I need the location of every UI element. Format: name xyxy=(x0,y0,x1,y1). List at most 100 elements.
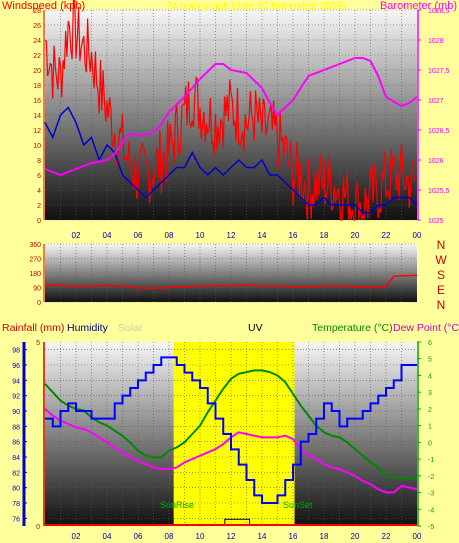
temperature-tick-label: -1 xyxy=(428,457,434,464)
windspeed-line xyxy=(44,0,416,221)
x-tick-label: 12 xyxy=(227,532,236,541)
x-tick-label: 10 xyxy=(196,231,205,240)
windspeed-tick-label: 16 xyxy=(33,98,41,105)
x-tick-label: 04 xyxy=(103,532,112,541)
direction-series xyxy=(44,274,418,290)
climate-panel-grid xyxy=(45,342,417,526)
direction-panel-grid xyxy=(45,243,417,303)
direction-tick-label: 270 xyxy=(29,257,41,264)
compass-label: S xyxy=(437,268,445,282)
x-tick-label: 00 xyxy=(413,231,422,240)
temperature-tick-label: 0 xyxy=(428,440,432,447)
temperature-line xyxy=(44,369,418,481)
windspeed-tick-label: 20 xyxy=(33,68,41,75)
daylight-rect xyxy=(173,342,295,526)
humidity-tick-label: 88 xyxy=(12,424,20,431)
temperature-tick-label: 6 xyxy=(428,340,432,347)
x-tick-label: 20 xyxy=(351,532,360,541)
humidity-tick-label: 76 xyxy=(12,516,20,523)
barometer-tick-label: 1028 xyxy=(428,38,444,45)
temperature-tick-label: -5 xyxy=(428,524,434,531)
temperature-tick-label: 3 xyxy=(428,390,432,397)
direction-tick-label: 90 xyxy=(33,286,41,293)
x-tick-label: 14 xyxy=(258,532,267,541)
humidity-axis: 76 78 80 82 84 86 88 90 92 94 96 98 xyxy=(12,342,27,526)
windspeed-tick-label: 0 xyxy=(37,218,41,225)
barometer-tick-label: 1025,5 xyxy=(428,188,450,195)
temperature-tick-label: 4 xyxy=(428,373,432,380)
barometer-tick-label: 1028,5 xyxy=(428,8,450,15)
wind-direction-line xyxy=(44,274,418,290)
x-tick-label: 22 xyxy=(382,231,391,240)
windspeed-tick-label: 14 xyxy=(33,113,41,120)
barometer-line xyxy=(44,57,418,177)
sunrise-label: SunRise xyxy=(160,500,194,510)
climate-x-axis: 02 04 06 08 10 12 14 16 18 20 22 00 xyxy=(72,532,422,541)
humidity-tick-label: 98 xyxy=(12,348,20,355)
windspeed-tick-label: 24 xyxy=(33,38,41,45)
x-tick-label: 02 xyxy=(72,231,81,240)
humidity-tick-label: 96 xyxy=(12,363,20,370)
rainfall-baseline xyxy=(45,524,417,526)
windspeed-tick-label: 12 xyxy=(33,128,41,135)
humidity-tick-label: 94 xyxy=(12,378,20,385)
direction-tick-label: 180 xyxy=(29,271,41,278)
rainfall-tick-label: 5 xyxy=(36,340,40,347)
x-tick-label: 10 xyxy=(196,532,205,541)
windspeed-tick-label: 2 xyxy=(37,203,41,210)
direction-axis: 0 90 180 270 360 xyxy=(29,242,45,307)
windspeed-tick-label: 22 xyxy=(33,53,41,60)
barometer-tick-label: 1026,5 xyxy=(428,128,450,135)
temperature-tick-label: 5 xyxy=(428,357,432,364)
temperature-tick-label: -2 xyxy=(428,474,434,481)
sunset-label: SunSet xyxy=(283,500,313,510)
compass-label: W xyxy=(435,253,447,267)
temperature-axis: -5 -4 -3 -2 -1 0 1 2 3 4 5 6 xyxy=(417,340,434,531)
x-tick-label: 08 xyxy=(165,231,174,240)
x-tick-label: 22 xyxy=(382,532,391,541)
humidity-tick-label: 92 xyxy=(12,394,20,401)
x-tick-label: 20 xyxy=(351,231,360,240)
barometer-axis: 1025 1025,5 1026 1026,5 1027 1027,5 1028 1028,5 xyxy=(417,8,450,225)
climate-series xyxy=(44,356,418,526)
windspeed-tick-label: 10 xyxy=(33,143,41,150)
x-tick-label: 16 xyxy=(289,231,298,240)
uv-legend: UV xyxy=(248,322,263,334)
x-tick-label: 18 xyxy=(320,231,329,240)
x-tick-label: 02 xyxy=(72,532,81,541)
humidity-tick-label: 90 xyxy=(12,409,20,416)
average-windspeed-line xyxy=(44,106,418,214)
dewpoint-legend: Dew Point (°C) xyxy=(393,322,459,334)
windspeed-tick-label: 18 xyxy=(33,83,41,90)
compass-label: N xyxy=(437,298,446,312)
direction-tick-label: 360 xyxy=(29,242,41,249)
barometer-tick-label: 1025 xyxy=(428,218,444,225)
x-tick-label: 18 xyxy=(320,532,329,541)
x-tick-label: 06 xyxy=(134,231,143,240)
humidity-tick-label: 86 xyxy=(12,440,20,447)
x-tick-label: 08 xyxy=(165,532,174,541)
humidity-tick-label: 82 xyxy=(12,470,20,477)
x-tick-label: 14 xyxy=(258,231,267,240)
compass-label: E xyxy=(437,283,445,297)
temperature-tick-label: -4 xyxy=(428,507,434,514)
humidity-line xyxy=(45,356,417,504)
solar-legend: Solar xyxy=(118,322,143,334)
rainfall-tick-label: 0 xyxy=(36,524,40,531)
humidity-tick-label: 78 xyxy=(12,501,20,508)
rainfall-legend: Rainfall (mm) xyxy=(2,322,64,334)
wind-series xyxy=(44,0,418,221)
barometer-tick-label: 1027,5 xyxy=(428,68,450,75)
wind-x-axis: 02 04 06 08 10 12 14 16 18 20 22 00 xyxy=(72,231,422,240)
x-tick-label: 00 xyxy=(413,532,422,541)
windspeed-tick-label: 28 xyxy=(33,8,41,15)
rainfall-axis: 05 xyxy=(36,340,45,531)
x-tick-label: 12 xyxy=(227,231,236,240)
windspeed-tick-label: 26 xyxy=(33,23,41,30)
x-tick-label: 16 xyxy=(289,532,298,541)
chart-title: 24 hour graph (date 20 November 2008) xyxy=(166,1,345,12)
temperature-legend: Temperature (°C) xyxy=(312,322,393,334)
barometer-tick-label: 1026 xyxy=(428,158,444,165)
x-tick-label: 04 xyxy=(103,231,112,240)
